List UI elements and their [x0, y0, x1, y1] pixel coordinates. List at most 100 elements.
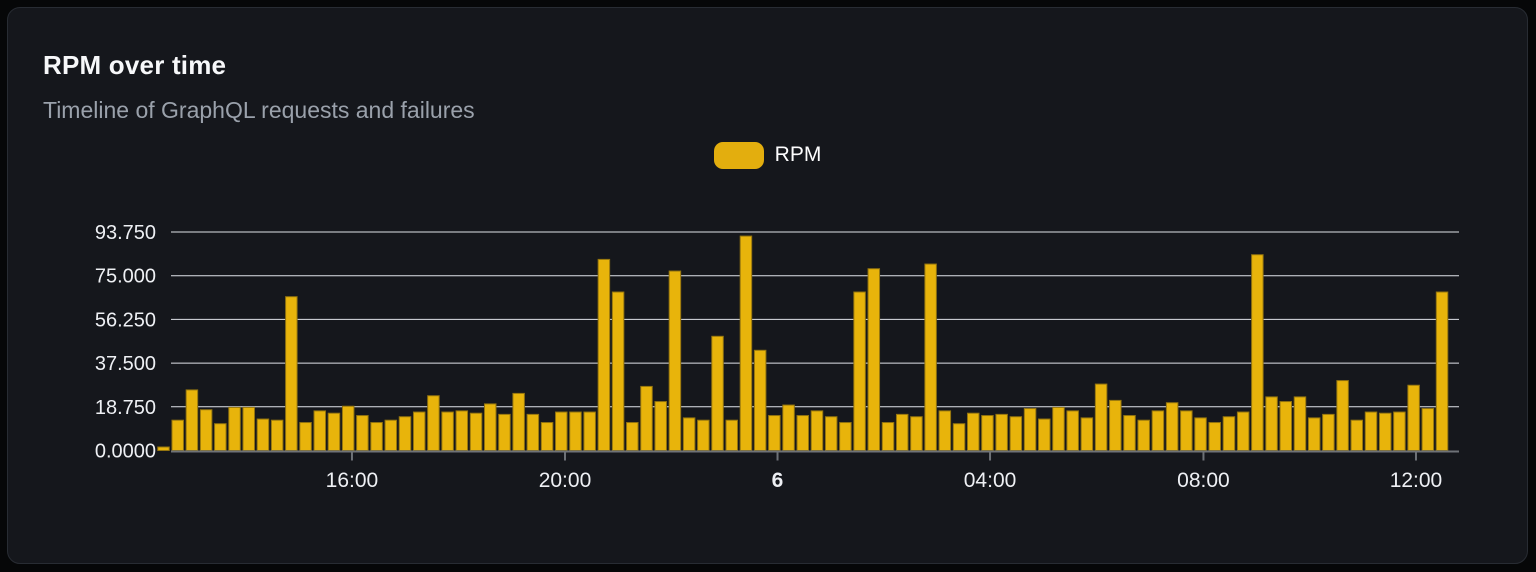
bar[interactable]	[1066, 410, 1079, 452]
bar[interactable]	[313, 410, 327, 452]
bar[interactable]	[498, 413, 511, 451]
bar[interactable]	[952, 423, 966, 452]
bar[interactable]	[1435, 291, 1449, 452]
legend-item-rpm[interactable]: RPM	[713, 141, 821, 169]
bar[interactable]	[910, 416, 923, 451]
bar[interactable]	[555, 411, 568, 452]
bar[interactable]	[512, 392, 525, 451]
bar[interactable]	[299, 422, 312, 451]
bar[interactable]	[1336, 380, 1349, 451]
x-axis-label: 16:00	[326, 469, 379, 492]
bar[interactable]	[626, 422, 639, 451]
bar[interactable]	[341, 405, 355, 451]
bar[interactable]	[412, 411, 426, 452]
bar[interactable]	[1009, 416, 1023, 451]
bar[interactable]	[1407, 384, 1420, 451]
bar[interactable]	[1251, 254, 1264, 451]
bar[interactable]	[469, 412, 483, 451]
bar[interactable]	[214, 423, 227, 452]
bar[interactable]	[356, 415, 369, 452]
bar[interactable]	[895, 413, 909, 451]
bar[interactable]	[597, 258, 611, 451]
bar[interactable]	[1293, 396, 1307, 452]
bar[interactable]	[1421, 408, 1435, 451]
bar[interactable]	[1364, 411, 1378, 452]
bar[interactable]	[995, 413, 1008, 451]
bar[interactable]	[1307, 417, 1321, 451]
bar[interactable]	[810, 410, 824, 452]
bar[interactable]	[1322, 413, 1335, 451]
bar[interactable]	[1350, 419, 1364, 452]
bar[interactable]	[398, 416, 412, 451]
bar[interactable]	[242, 406, 255, 452]
bar[interactable]	[611, 291, 625, 452]
bar[interactable]	[924, 263, 937, 451]
bar[interactable]	[370, 422, 383, 451]
bar[interactable]	[171, 419, 184, 452]
bar[interactable]	[1023, 408, 1037, 451]
bar[interactable]	[1393, 411, 1406, 452]
bar[interactable]	[981, 415, 994, 452]
bar[interactable]	[256, 418, 270, 452]
bar[interactable]	[1123, 415, 1136, 452]
x-axis-label: 6	[772, 469, 784, 492]
bar[interactable]	[768, 415, 781, 452]
bar[interactable]	[1151, 410, 1165, 452]
bar[interactable]	[668, 270, 682, 452]
bar[interactable]	[157, 446, 170, 451]
bar[interactable]	[569, 411, 582, 452]
bar[interactable]	[1236, 411, 1250, 452]
bar[interactable]	[583, 411, 596, 452]
bar[interactable]	[540, 422, 554, 451]
bar[interactable]	[1180, 410, 1193, 452]
bar[interactable]	[725, 419, 738, 452]
y-axis-label: 37.500	[95, 353, 156, 375]
bar[interactable]	[881, 422, 895, 451]
bar[interactable]	[853, 291, 866, 452]
bar[interactable]	[640, 385, 653, 451]
bar[interactable]	[697, 419, 710, 452]
bar[interactable]	[270, 419, 284, 452]
bar[interactable]	[1080, 417, 1094, 451]
bar[interactable]	[427, 395, 440, 452]
bar[interactable]	[739, 235, 753, 451]
bar[interactable]	[483, 403, 497, 452]
bar[interactable]	[966, 412, 980, 451]
bar[interactable]	[753, 349, 767, 451]
bar[interactable]	[682, 417, 696, 451]
chart-legend: RPM	[8, 141, 1527, 169]
bar[interactable]	[654, 401, 667, 451]
bar[interactable]	[1208, 422, 1221, 451]
bar[interactable]	[1265, 396, 1278, 452]
x-axis-label: 04:00	[964, 469, 1017, 492]
bar[interactable]	[526, 413, 540, 451]
bar[interactable]	[1165, 402, 1179, 451]
bar[interactable]	[285, 296, 298, 451]
bar[interactable]	[1279, 401, 1293, 451]
bar[interactable]	[711, 335, 724, 451]
bar[interactable]	[327, 412, 341, 451]
bar[interactable]	[839, 422, 852, 451]
bar[interactable]	[1137, 419, 1150, 452]
bar[interactable]	[1038, 418, 1051, 452]
bar[interactable]	[455, 410, 469, 452]
bar[interactable]	[384, 419, 398, 452]
bar[interactable]	[1052, 406, 1065, 452]
bar[interactable]	[824, 416, 838, 451]
bar[interactable]	[199, 409, 213, 451]
bar[interactable]	[782, 404, 795, 451]
bar[interactable]	[796, 415, 810, 452]
bar[interactable]	[1222, 416, 1236, 451]
bar[interactable]	[938, 410, 952, 452]
rpm-bar-chart[interactable]: 0.0000 18.750 37.500 56.250 75.000 93.750 16:0…	[8, 8, 1528, 564]
x-axis-label: 12:00	[1390, 469, 1443, 492]
bar[interactable]	[228, 406, 241, 452]
bar[interactable]	[1094, 383, 1108, 451]
bar[interactable]	[1378, 412, 1392, 451]
bar[interactable]	[867, 268, 881, 451]
bar[interactable]	[441, 411, 454, 452]
bar[interactable]	[1109, 399, 1122, 452]
bar[interactable]	[1194, 417, 1207, 451]
bar[interactable]	[185, 389, 199, 451]
